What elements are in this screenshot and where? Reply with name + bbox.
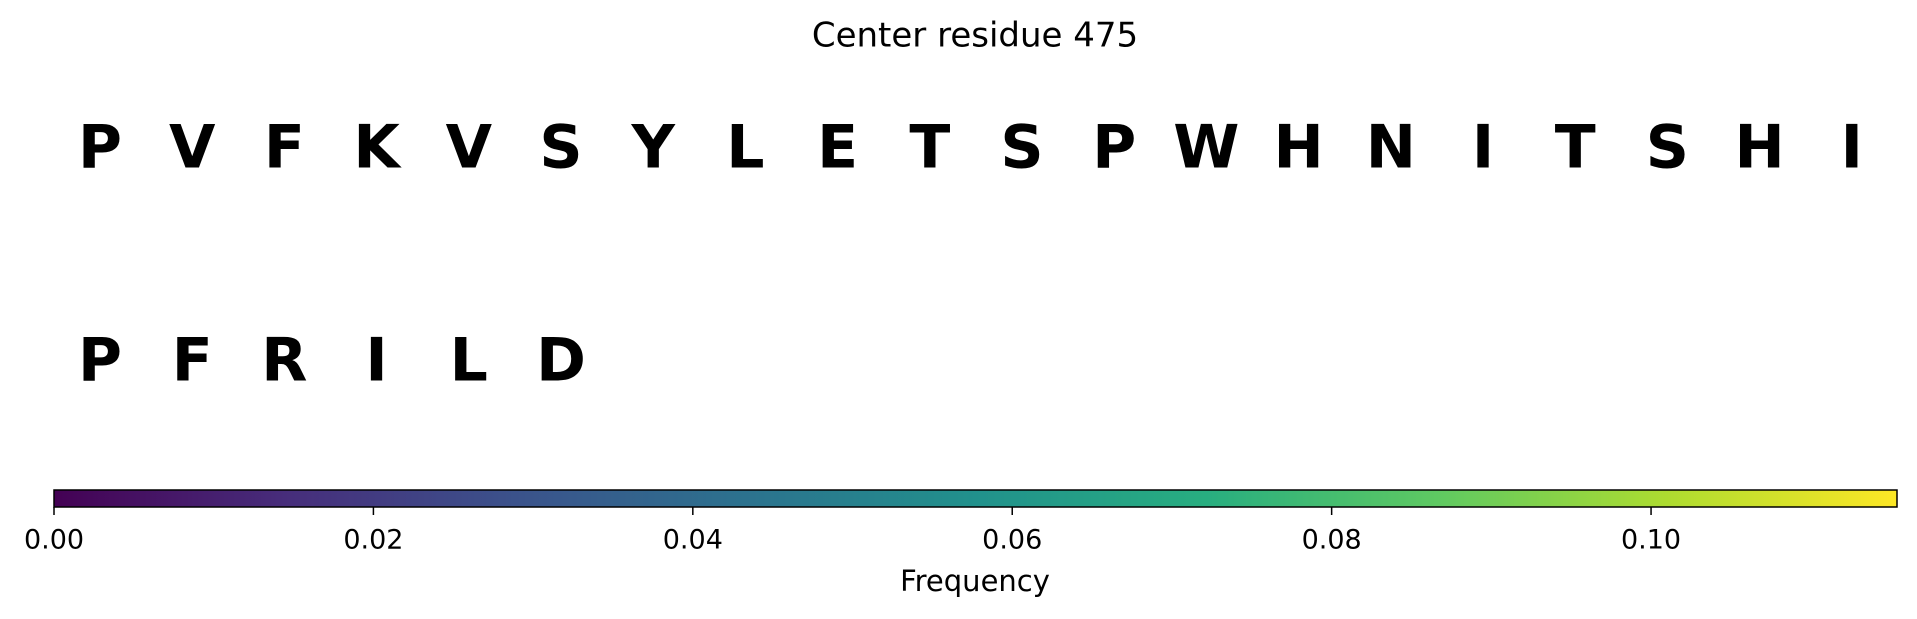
x-tick-label: 0.08 bbox=[1302, 525, 1362, 556]
residue-letter: S bbox=[1646, 113, 1689, 183]
residue-letter: I bbox=[1472, 113, 1494, 183]
residue-letter: S bbox=[1000, 113, 1043, 183]
residue-letter: N bbox=[1366, 113, 1416, 183]
residue-letter: W bbox=[1173, 113, 1239, 183]
residue-letter: V bbox=[446, 113, 493, 183]
residue-letter: I bbox=[365, 326, 387, 396]
x-tick-label: 0.02 bbox=[343, 525, 403, 556]
residue-letter: H bbox=[1273, 113, 1323, 183]
residue-letter: L bbox=[450, 326, 488, 396]
residue-letter: P bbox=[78, 326, 122, 396]
residue-letter: P bbox=[78, 113, 122, 183]
residue-letter: S bbox=[539, 113, 582, 183]
residue-letter: F bbox=[172, 326, 213, 396]
residue-letter: P bbox=[1092, 113, 1136, 183]
residue-letter: F bbox=[264, 113, 305, 183]
residue-letter: K bbox=[353, 113, 402, 183]
residue-letter: V bbox=[169, 113, 216, 183]
residue-letter: T bbox=[1555, 113, 1596, 183]
x-tick-label: 0.10 bbox=[1621, 525, 1681, 556]
residue-letter: L bbox=[726, 113, 764, 183]
residue-letter: T bbox=[909, 113, 950, 183]
colorbar bbox=[53, 489, 1898, 508]
x-axis-label: Frequency bbox=[900, 564, 1050, 598]
chart-title: Center residue 475 bbox=[812, 16, 1138, 56]
x-tick-label: 0.06 bbox=[982, 525, 1042, 556]
residue-letter: D bbox=[536, 326, 586, 396]
x-tick-label: 0.04 bbox=[663, 525, 723, 556]
x-tick-label: 0.00 bbox=[24, 525, 84, 556]
residue-letter: H bbox=[1734, 113, 1784, 183]
residue-letter: R bbox=[261, 326, 307, 396]
residue-letter: I bbox=[1841, 113, 1863, 183]
residue-letter: E bbox=[817, 113, 858, 183]
residue-letter: Y bbox=[630, 113, 676, 183]
